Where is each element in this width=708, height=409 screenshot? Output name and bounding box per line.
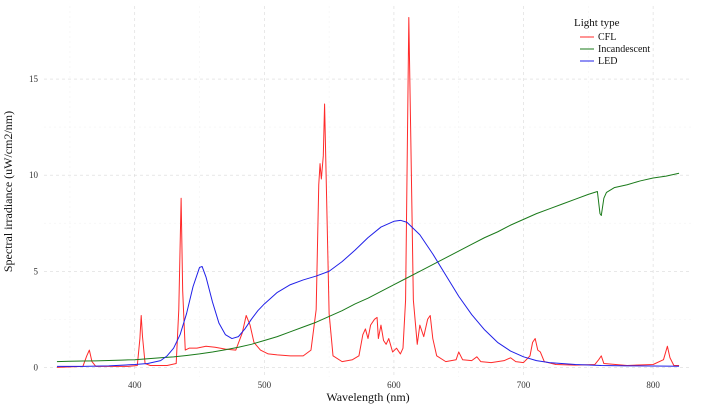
y-tick-label: 10: [29, 170, 39, 180]
series-line-led: [56, 219, 680, 367]
y-axis-title: Spectral irradiance (uW/cm2/nm): [1, 111, 15, 272]
x-tick-label: 500: [258, 380, 272, 390]
legend-label-cfl: CFL: [598, 32, 616, 43]
tick-labels: 400 500 600 700 800 0 5 10 15: [29, 74, 660, 390]
legend-label-led: LED: [598, 56, 617, 67]
y-tick-label: 0: [34, 362, 39, 372]
y-tick-label: 5: [34, 266, 39, 276]
x-tick-label: 800: [646, 380, 660, 390]
y-tick-label: 15: [29, 74, 39, 84]
series-line-cfl: [56, 17, 680, 368]
x-tick-label: 700: [517, 380, 531, 390]
legend-title: Light type: [574, 17, 620, 29]
legend-label-incandescent: Incandescent: [598, 44, 650, 55]
grid: [44, 6, 692, 377]
series-line-incandescent: [56, 172, 680, 363]
x-tick-label: 400: [128, 380, 142, 390]
x-tick-label: 600: [387, 380, 401, 390]
x-axis-title: Wavelength (nm): [326, 390, 409, 404]
series-lines: [56, 17, 680, 368]
